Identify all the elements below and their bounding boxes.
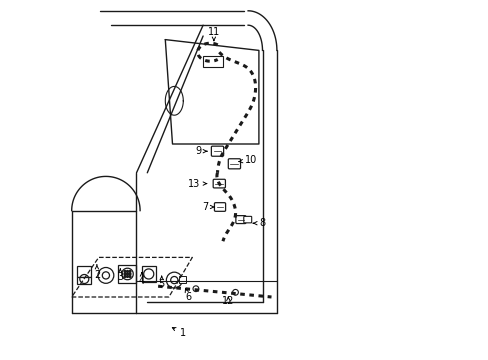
Text: 9: 9 — [195, 146, 206, 156]
Text: 6: 6 — [185, 289, 191, 302]
Bar — [179, 276, 186, 283]
FancyBboxPatch shape — [244, 216, 251, 223]
Circle shape — [129, 276, 131, 277]
Text: 4: 4 — [139, 273, 144, 286]
Bar — [77, 277, 91, 284]
Circle shape — [124, 273, 125, 275]
Text: 13: 13 — [188, 179, 206, 189]
Text: 3: 3 — [117, 269, 123, 282]
Bar — [77, 266, 91, 277]
Circle shape — [124, 271, 125, 273]
Circle shape — [124, 276, 125, 277]
Text: 5: 5 — [158, 276, 164, 289]
Text: 10: 10 — [238, 155, 256, 165]
Circle shape — [129, 271, 131, 273]
Text: 7: 7 — [202, 202, 214, 212]
Text: 11: 11 — [207, 27, 220, 41]
FancyBboxPatch shape — [235, 216, 245, 224]
Circle shape — [126, 276, 128, 277]
Circle shape — [126, 273, 128, 275]
Text: 12: 12 — [222, 296, 234, 306]
Text: 1: 1 — [172, 328, 185, 338]
FancyBboxPatch shape — [211, 146, 223, 156]
Text: 2: 2 — [94, 265, 100, 280]
Circle shape — [126, 271, 128, 273]
Circle shape — [129, 273, 131, 275]
Text: 8: 8 — [253, 218, 264, 228]
FancyBboxPatch shape — [213, 179, 225, 188]
Bar — [118, 265, 136, 283]
Bar — [203, 56, 223, 67]
Bar — [142, 266, 155, 282]
FancyBboxPatch shape — [228, 159, 240, 169]
FancyBboxPatch shape — [214, 203, 225, 211]
